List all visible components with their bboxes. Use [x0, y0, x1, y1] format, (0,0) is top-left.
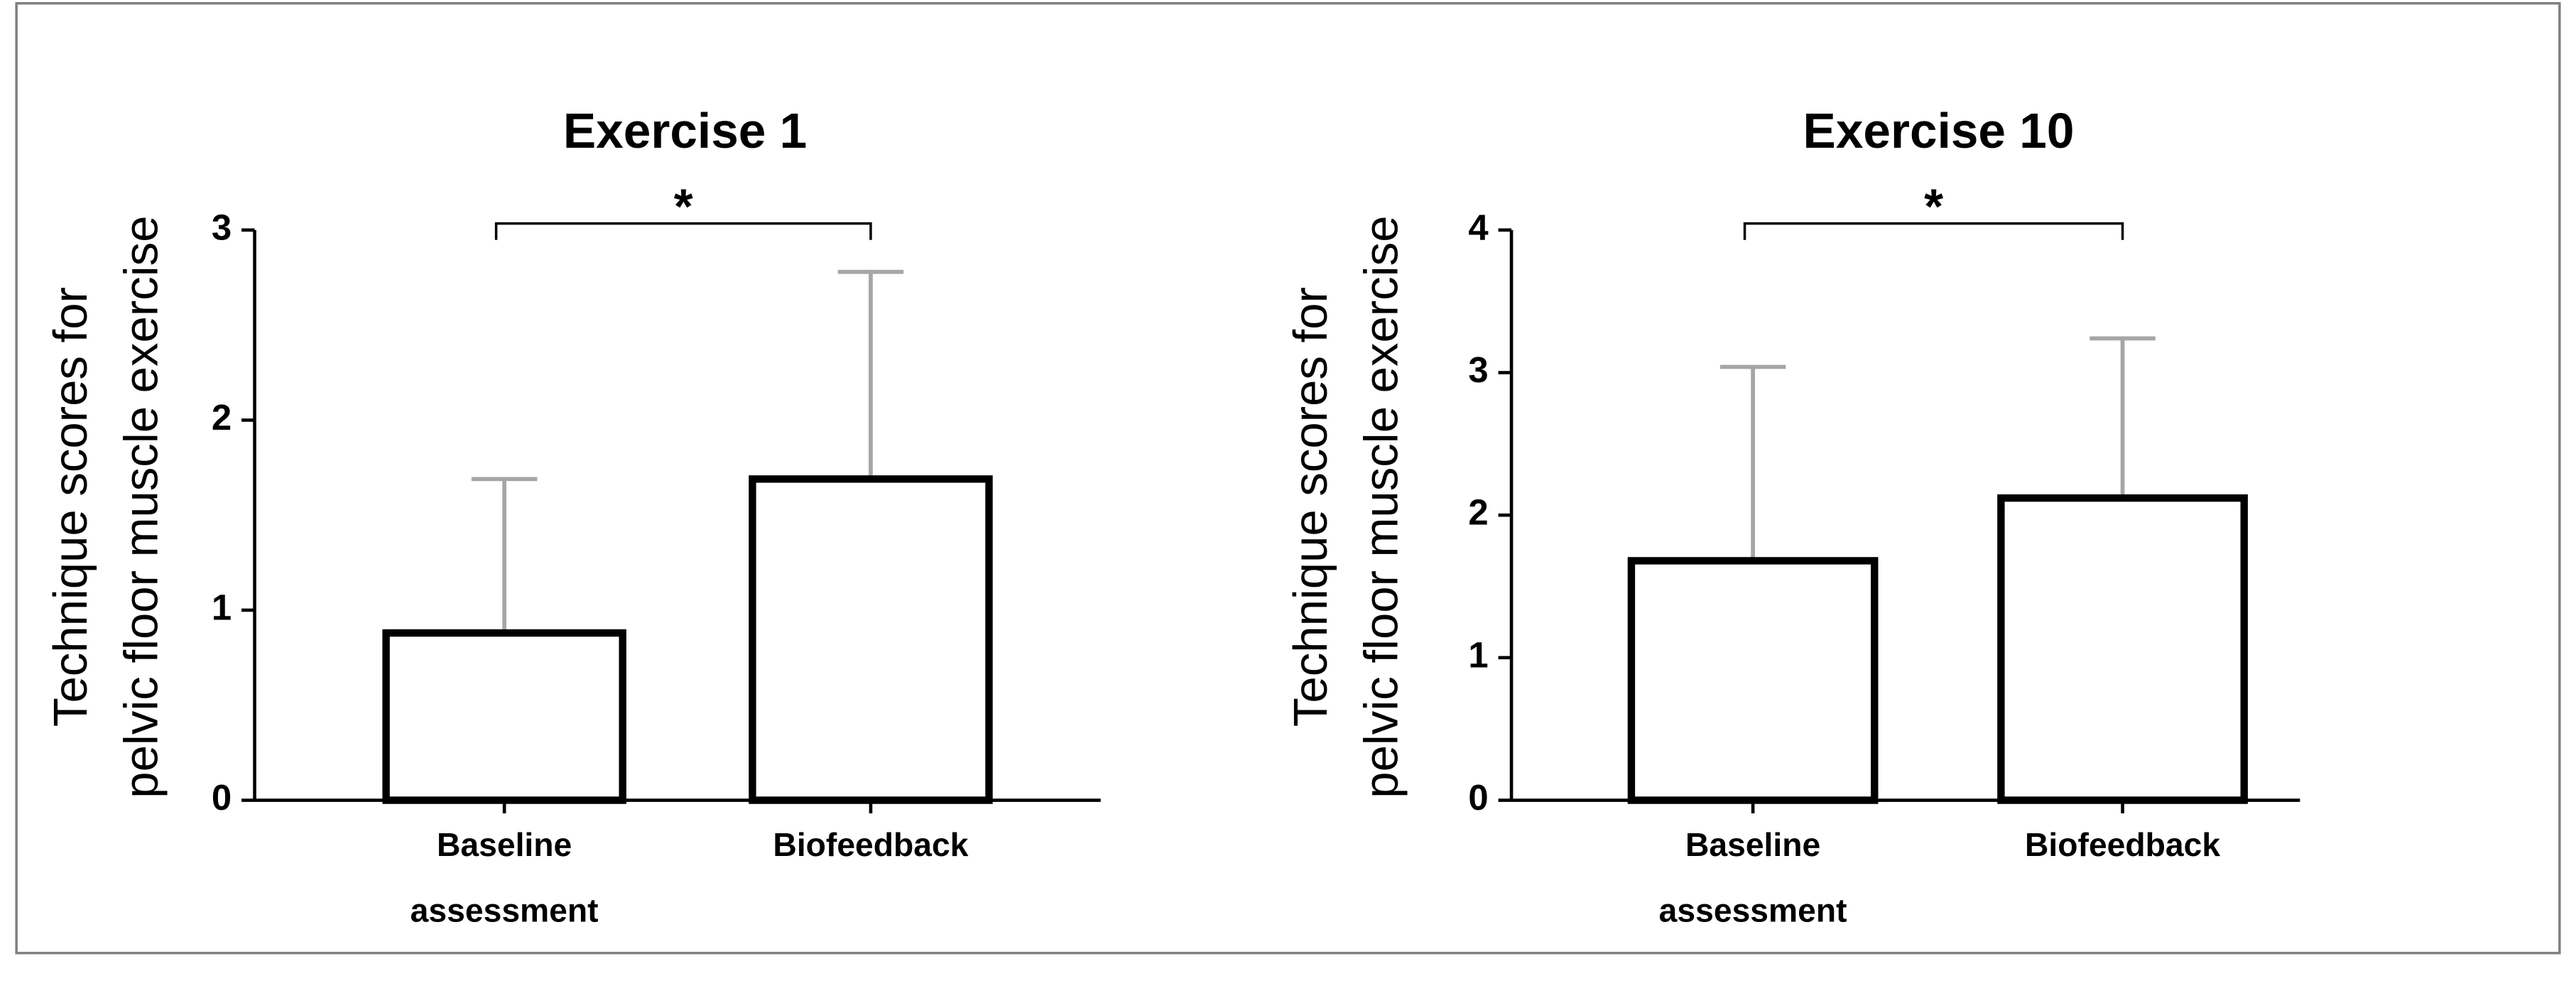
significance-bracket	[494, 222, 872, 240]
bar	[1627, 557, 1879, 804]
y-tick-label: 3	[1468, 349, 1488, 390]
bar	[382, 629, 626, 804]
x-tick-label-box: Baseline assessment	[410, 828, 599, 931]
x-tick-label: Biofeedback	[773, 828, 969, 865]
chart-title: Exercise 1	[563, 103, 807, 158]
y-tick-label: 3	[212, 207, 232, 247]
y-axis-label: Technique scores for	[1284, 287, 1337, 727]
error-bar	[2089, 336, 2156, 499]
error-bar	[471, 477, 538, 634]
bar	[1997, 494, 2248, 804]
frame	[15, 1, 2561, 955]
x-tick-label: Biofeedback	[2025, 828, 2221, 865]
x-tick-label: Baseline assessment	[410, 828, 599, 931]
x-tick-label-box: Baseline assessment	[1658, 828, 1847, 931]
bar	[749, 475, 993, 804]
y-tick-label: 2	[1468, 492, 1488, 533]
y-tick-label: 0	[1468, 777, 1488, 818]
y-tick-label: 2	[212, 397, 232, 438]
y-axis-label: pelvic floor muscle exercise	[114, 216, 168, 798]
x-tick-label-box: Biofeedback	[773, 828, 969, 865]
significance-bracket	[1743, 222, 2124, 240]
x-tick-label-box: Biofeedback	[2025, 828, 2221, 865]
error-bar	[1719, 364, 1786, 561]
x-tick-label: Baseline assessment	[1658, 828, 1847, 931]
y-axis-label: Technique scores for	[44, 287, 97, 727]
significance-label: *	[674, 178, 693, 234]
significance-label: *	[1924, 178, 1943, 234]
y-axis-label: pelvic floor muscle exercise	[1355, 216, 1408, 798]
y-tick-label: 1	[212, 587, 232, 627]
chart-title: Exercise 10	[1803, 103, 2075, 158]
y-tick-label: 1	[1468, 634, 1488, 675]
error-bar	[837, 269, 904, 479]
y-tick-label: 0	[212, 777, 232, 818]
y-tick-label: 4	[1468, 207, 1489, 247]
